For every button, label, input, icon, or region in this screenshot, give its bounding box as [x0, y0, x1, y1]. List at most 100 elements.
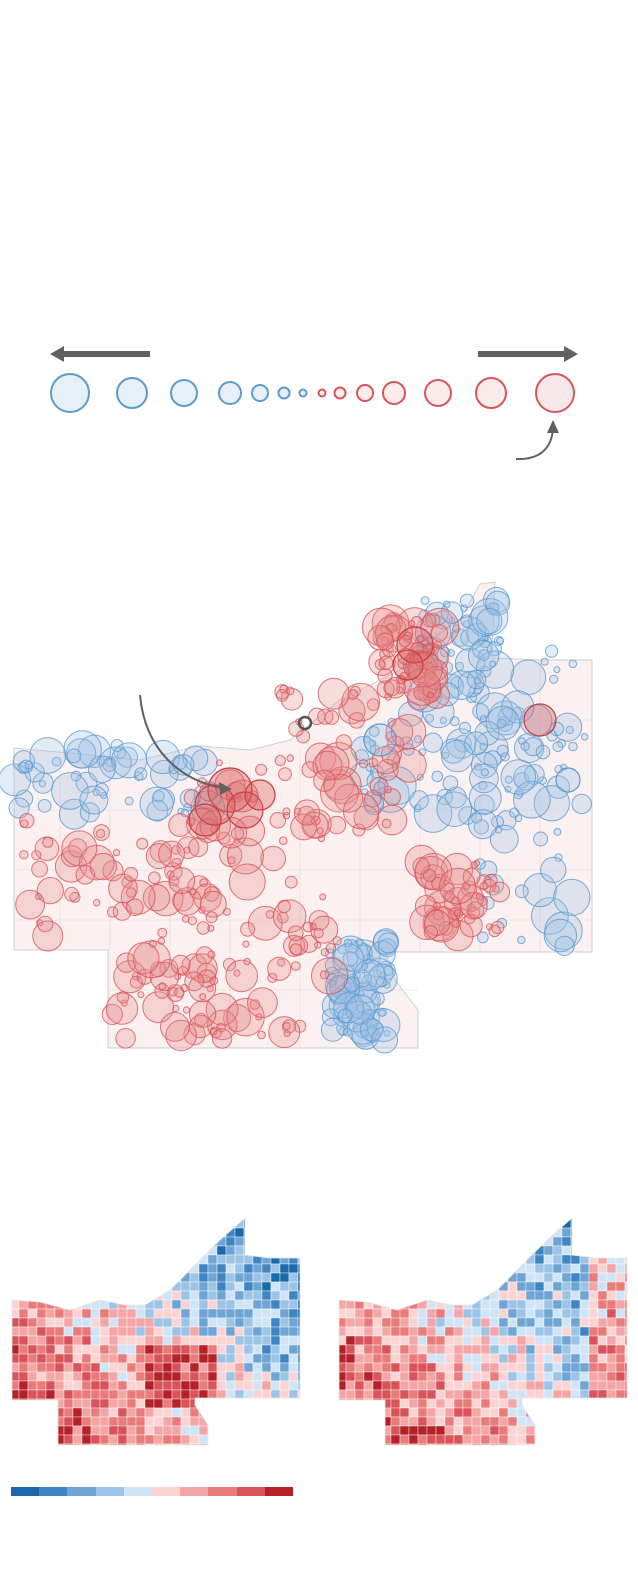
precinct-cell: [345, 1443, 356, 1445]
precinct-cell: [597, 1335, 608, 1346]
precinct-cell: [243, 1398, 254, 1409]
precinct-cell: [579, 1218, 590, 1220]
precinct-cell: [279, 1335, 290, 1346]
precinct-cell: [207, 1335, 218, 1346]
precinct-cell: [471, 1326, 482, 1337]
precinct-cell: [615, 1326, 626, 1337]
precinct-cell: [525, 1290, 536, 1301]
precinct-cell: [462, 1263, 473, 1274]
precinct-cell: [270, 1425, 281, 1436]
precinct-cell: [606, 1425, 617, 1436]
precinct-cell: [297, 1407, 300, 1418]
precinct-cell: [480, 1398, 491, 1409]
precinct-cell: [198, 1326, 209, 1337]
precinct-cell: [90, 1416, 101, 1427]
precinct-cell: [135, 1416, 146, 1427]
precinct-cell: [216, 1425, 227, 1436]
precinct-cell: [453, 1344, 464, 1355]
precinct-cell: [490, 1453, 499, 1460]
precinct-cell: [507, 1236, 518, 1247]
precinct-cell: [561, 1335, 572, 1346]
precinct-cell: [597, 1443, 608, 1445]
precinct-cell: [171, 1335, 182, 1346]
precinct-cell: [243, 1299, 254, 1310]
precinct-cell: [252, 1416, 263, 1427]
precinct-cell: [180, 1371, 191, 1382]
precinct-cell: [588, 1281, 599, 1292]
precinct-cell: [390, 1353, 401, 1364]
precinct-cell: [345, 1236, 356, 1247]
precinct-cell: [90, 1398, 101, 1409]
precinct-bubble-blue: [366, 1008, 401, 1043]
precinct-cell: [279, 1245, 290, 1256]
precinct-cell: [171, 1236, 182, 1247]
precinct-cell: [444, 1425, 455, 1436]
precinct-bubble-red: [284, 875, 298, 889]
precinct-cell: [297, 1344, 300, 1355]
precinct-cell: [615, 1380, 626, 1391]
precinct-cell: [18, 1434, 29, 1445]
precinct-bubble-blue: [442, 775, 459, 791]
precinct-bubble-blue: [152, 790, 165, 803]
precinct-cell: [162, 1326, 173, 1337]
precinct-cell: [36, 1443, 47, 1445]
precinct-cell: [534, 1272, 545, 1283]
precinct-cell: [408, 1263, 419, 1274]
precinct-cell: [27, 1389, 38, 1400]
precinct-cell: [615, 1362, 626, 1373]
precinct-cell: [63, 1434, 74, 1445]
legend-circle-blue-6: [50, 373, 90, 413]
precinct-cell: [108, 1218, 119, 1220]
precinct-cell: [297, 1236, 300, 1247]
arrow-left-icon: [50, 346, 150, 362]
precinct-cell: [498, 1236, 509, 1247]
precinct-cell: [27, 1317, 38, 1328]
precinct-cell: [597, 1371, 608, 1382]
precinct-cell: [372, 1218, 383, 1220]
precinct-cell: [279, 1218, 290, 1229]
precinct-cell: [54, 1389, 65, 1400]
precinct-cell: [126, 1434, 137, 1445]
precinct-bubble-red: [106, 906, 119, 918]
precinct-cell: [235, 1453, 244, 1460]
precinct-cell: [27, 1380, 38, 1391]
precinct-cell: [534, 1344, 545, 1355]
precinct-cell: [279, 1371, 290, 1382]
precinct-cell: [507, 1353, 518, 1364]
precinct-cell: [54, 1254, 65, 1265]
precinct-cell: [381, 1371, 392, 1382]
precinct-bubble-red: [176, 836, 200, 860]
precinct-cell: [99, 1236, 110, 1247]
precinct-cell: [426, 1425, 437, 1436]
precinct-cell: [307, 1453, 310, 1460]
precinct-bubble-red: [116, 991, 130, 1004]
precinct-cell: [372, 1443, 383, 1445]
precinct-cell: [270, 1335, 281, 1346]
precinct-cell: [363, 1407, 374, 1418]
precinct-cell: [354, 1362, 365, 1373]
precinct-cell: [525, 1335, 536, 1346]
precinct-bubble-red: [319, 893, 327, 901]
precinct-cell: [207, 1371, 218, 1382]
precinct-cell: [480, 1281, 491, 1292]
precinct-cell: [634, 1255, 637, 1264]
precinct-cell: [408, 1380, 419, 1391]
precinct-cell: [81, 1218, 92, 1220]
precinct-cell: [117, 1362, 128, 1373]
precinct-cell: [117, 1389, 128, 1400]
precinct-cell: [127, 1453, 136, 1460]
precinct-cell: [307, 1291, 310, 1300]
precinct-cell: [12, 1326, 20, 1337]
precinct-cell: [498, 1245, 509, 1256]
precinct-bubble-red: [19, 819, 29, 829]
precinct-cell: [252, 1290, 263, 1301]
precinct-cell: [471, 1362, 482, 1373]
precinct-cell: [81, 1398, 92, 1409]
precinct-cell: [198, 1263, 209, 1274]
color-scale-step-9: [264, 1487, 294, 1496]
precinct-cell: [126, 1443, 137, 1445]
precinct-cell: [271, 1453, 280, 1460]
precinct-cell: [444, 1263, 455, 1274]
precinct-cell: [27, 1236, 38, 1247]
precinct-bubble-red: [112, 848, 121, 857]
